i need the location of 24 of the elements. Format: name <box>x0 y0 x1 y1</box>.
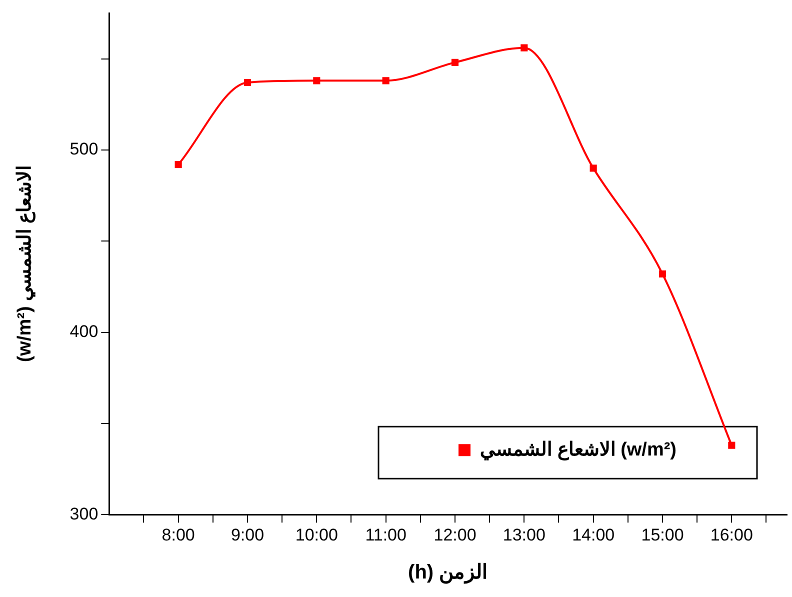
point <box>658 270 666 278</box>
x-tick-label: 11:00 <box>365 525 406 544</box>
x-tick-label: 14:00 <box>572 525 615 544</box>
y-tick-label: 400 <box>70 322 98 341</box>
point <box>382 77 390 84</box>
x-tick-label: 13:00 <box>502 525 546 544</box>
point <box>728 442 736 449</box>
y-tick-label: 500 <box>70 140 98 159</box>
x-tick-label: 8:00 <box>162 525 195 544</box>
x-tick-label: 12:00 <box>434 525 476 544</box>
point <box>244 78 252 86</box>
x-tick-label: 16:00 <box>710 525 753 544</box>
point <box>520 44 528 52</box>
x-axis-title: (h) الزمن <box>408 562 488 585</box>
point <box>451 58 459 66</box>
x-tick-label: 15:00 <box>641 525 684 544</box>
y-tick-label: 300 <box>70 504 98 524</box>
x-tick-label: 9:00 <box>230 525 264 544</box>
y-axis-title: (w/m²) الاشعاع الشمسي <box>14 166 37 362</box>
point <box>174 160 182 168</box>
point <box>590 164 597 172</box>
point <box>313 77 320 84</box>
x-tick-label: 10:00 <box>295 525 338 544</box>
legend-label: الاشعاع الشمسي (w/m²) <box>480 439 677 462</box>
